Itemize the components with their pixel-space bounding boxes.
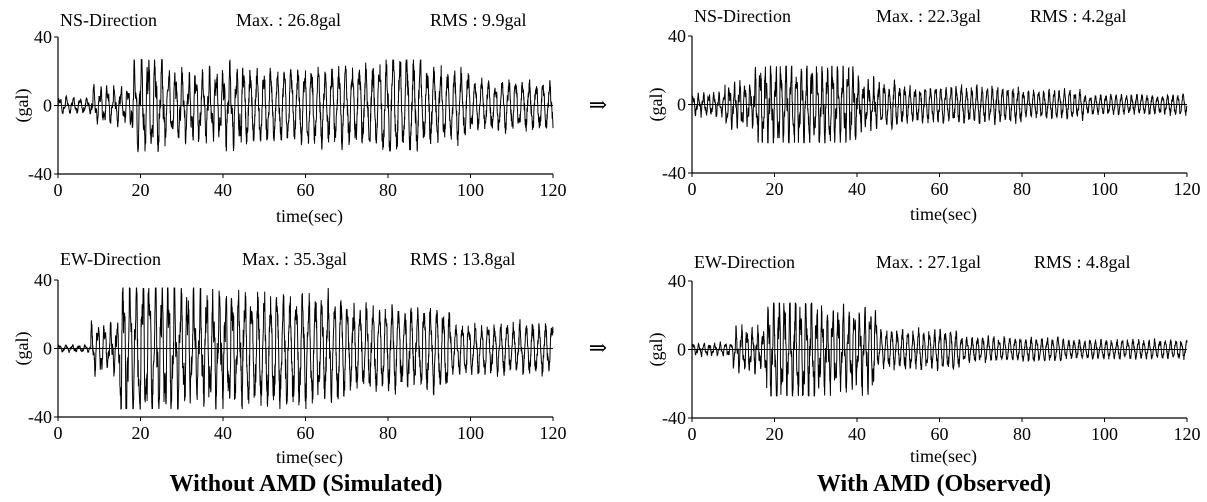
x-tick-label: 60	[297, 423, 315, 443]
y-axis-label: (gal)	[646, 333, 667, 367]
y-tick-label: -40	[28, 407, 52, 427]
y-tick-label: 40	[34, 27, 52, 47]
x-tick-label: 60	[931, 424, 949, 444]
rms-value-text: RMS : 4.2gal	[1030, 6, 1127, 26]
max-value-text: Max. : 26.8gal	[236, 10, 341, 30]
x-tick-label: 40	[848, 424, 866, 444]
x-tick-label: 40	[214, 423, 232, 443]
charts-group: 0 20 40 60 80 100 120-40040(gal)time(sec)NS-Di…	[12, 6, 1201, 468]
x-tick-label: 80	[1013, 179, 1031, 199]
x-tick-label: 80	[379, 423, 397, 443]
y-tick-label: 40	[668, 271, 686, 291]
y-tick-label: 0	[677, 340, 686, 360]
chart-title: NS-Direction	[60, 10, 157, 30]
chart-title: NS-Direction	[694, 6, 791, 26]
max-value-text: Max. : 35.3gal	[242, 249, 347, 269]
x-tick-label: 40	[214, 180, 232, 200]
x-tick-label: 20	[766, 424, 784, 444]
max-value-text: Max. : 27.1gal	[876, 252, 981, 272]
y-tick-label: 40	[34, 270, 52, 290]
y-tick-label: 0	[43, 96, 52, 116]
x-tick-label: 0	[688, 424, 697, 444]
x-tick-label: 100	[1091, 179, 1118, 199]
x-tick-label: 60	[931, 179, 949, 199]
footer-left-caption: Without AMD (Simulated)	[170, 471, 443, 497]
x-axis-label: time(sec)	[276, 447, 343, 468]
x-tick-label: 120	[1174, 179, 1201, 199]
x-tick-label: 0	[54, 423, 63, 443]
chart-panel-ew-with: 0 20 40 60 80 100 120-40040(gal)time(sec)EW-Di…	[646, 252, 1201, 467]
rms-value-text: RMS : 4.8gal	[1034, 252, 1131, 272]
x-axis-label: time(sec)	[910, 204, 977, 225]
x-tick-label: 120	[540, 180, 567, 200]
x-axis-label: time(sec)	[276, 206, 343, 227]
y-tick-label: 0	[677, 95, 686, 115]
x-tick-label: 20	[132, 180, 150, 200]
x-tick-label: 100	[457, 180, 484, 200]
y-axis-label: (gal)	[12, 332, 33, 366]
y-tick-label: 40	[668, 26, 686, 46]
x-tick-label: 80	[379, 180, 397, 200]
chart-title: EW-Direction	[694, 252, 795, 272]
y-axis-label: (gal)	[646, 88, 667, 122]
x-tick-label: 60	[297, 180, 315, 200]
max-value-text: Max. : 22.3gal	[876, 6, 981, 26]
x-tick-label: 120	[1174, 424, 1201, 444]
y-tick-label: -40	[662, 408, 686, 428]
y-tick-label: 0	[43, 339, 52, 359]
chart-panel-ns-without: 0 20 40 60 80 100 120-40040(gal)time(sec)NS-Di…	[12, 10, 567, 227]
x-axis-label: time(sec)	[910, 446, 977, 467]
x-tick-label: 80	[1013, 424, 1031, 444]
y-tick-label: -40	[28, 164, 52, 184]
chart-panel-ew-without: 0 20 40 60 80 100 120-40040(gal)time(sec)EW-Di…	[12, 249, 567, 468]
x-tick-label: 0	[688, 179, 697, 199]
x-tick-label: 100	[457, 423, 484, 443]
x-tick-label: 20	[766, 179, 784, 199]
x-tick-label: 100	[1091, 424, 1118, 444]
rms-value-text: RMS : 9.9gal	[430, 10, 527, 30]
x-tick-label: 20	[132, 423, 150, 443]
chart-panel-ns-with: 0 20 40 60 80 100 120-40040(gal)time(sec)NS-Di…	[646, 6, 1201, 225]
chart-title: EW-Direction	[60, 249, 161, 269]
arrow-bottom: ⇒	[589, 335, 607, 360]
x-tick-label: 40	[848, 179, 866, 199]
x-tick-label: 120	[540, 423, 567, 443]
y-tick-label: -40	[662, 163, 686, 183]
y-axis-label: (gal)	[12, 89, 33, 123]
x-tick-label: 0	[54, 180, 63, 200]
footer-right-caption: With AMD (Observed)	[817, 471, 1051, 497]
arrow-top: ⇒	[589, 92, 607, 117]
rms-value-text: RMS : 13.8gal	[410, 249, 516, 269]
